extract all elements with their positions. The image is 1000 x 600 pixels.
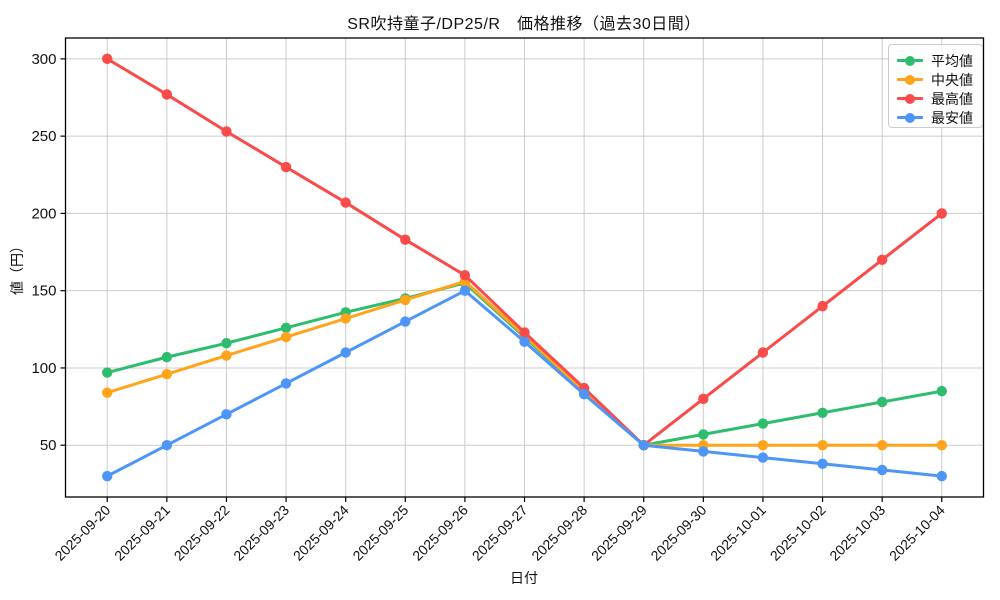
data-point (757, 347, 769, 358)
y-tick-label: 50 (40, 437, 57, 454)
data-point (519, 327, 530, 338)
y-tick-label: 200 (31, 205, 56, 222)
data-point (459, 285, 471, 296)
legend-line-marker-median (897, 74, 923, 85)
data-point (876, 440, 888, 451)
legend-item-min: 最安値 (897, 108, 973, 127)
data-point (757, 418, 769, 429)
legend-item-mean: 平均値 (897, 51, 973, 70)
legend-item-median: 中央値 (897, 70, 973, 89)
data-point (876, 254, 888, 265)
data-point (876, 396, 888, 408)
data-point (638, 440, 649, 451)
x-tick-label: 2025-10-01 (707, 502, 769, 564)
data-point (400, 316, 411, 327)
data-point (280, 378, 292, 389)
data-point (817, 407, 828, 418)
data-point (102, 387, 113, 398)
data-point (161, 351, 173, 363)
data-point (102, 53, 113, 65)
data-point (280, 331, 292, 343)
data-point (400, 234, 411, 245)
x-tick-label: 2025-09-29 (588, 502, 650, 564)
legend-line-marker-mean (897, 55, 923, 66)
x-tick-label: 2025-09-24 (290, 502, 352, 564)
data-point (340, 347, 351, 358)
data-point (161, 89, 173, 100)
x-tick-label: 2025-09-26 (409, 502, 471, 564)
data-point (280, 322, 292, 333)
data-point (876, 464, 888, 476)
data-point (221, 409, 232, 420)
x-tick-label: 2025-09-22 (171, 502, 233, 564)
x-tick-label: 2025-09-28 (528, 502, 590, 564)
x-tick-label: 2025-09-23 (230, 502, 292, 564)
legend-label-mean: 平均値 (931, 52, 973, 69)
data-point (757, 440, 769, 451)
data-point (698, 429, 709, 440)
x-tick-label: 2025-09-27 (469, 502, 531, 564)
x-tick-label: 2025-10-03 (826, 502, 888, 564)
data-point (161, 440, 173, 451)
y-tick-label: 150 (31, 283, 56, 300)
chart-title: SR吹持童子/DP25/R 価格推移（過去30日間） (347, 16, 701, 33)
legend-label-median: 中央値 (931, 71, 973, 88)
data-point (817, 458, 828, 469)
legend-dot-icon (905, 93, 915, 104)
legend-dot-icon (905, 74, 915, 85)
y-tick-label: 250 (31, 128, 56, 145)
legend-label-max: 最高値 (931, 90, 973, 107)
legend-item-max: 最高値 (897, 89, 973, 108)
data-point (936, 208, 947, 219)
legend-line-marker-max (897, 93, 923, 104)
data-point (102, 470, 113, 482)
data-point (936, 385, 947, 397)
x-tick-label: 2025-09-21 (111, 502, 173, 564)
data-point (221, 126, 232, 137)
data-point (161, 368, 173, 380)
x-tick-label: 2025-10-02 (767, 502, 829, 564)
x-tick-label: 2025-09-25 (349, 502, 411, 564)
data-point (519, 336, 530, 347)
data-point (459, 270, 471, 281)
data-point (280, 161, 292, 173)
data-point (698, 393, 709, 405)
data-point (698, 446, 709, 457)
data-point (340, 197, 351, 208)
x-tick-label: 2025-09-20 (51, 502, 113, 564)
data-point (817, 300, 828, 312)
legend-label-min: 最安値 (931, 109, 973, 126)
data-point (936, 470, 947, 482)
x-tick-label: 2025-09-30 (647, 502, 709, 564)
legend-dot-icon (905, 112, 915, 123)
data-point (400, 294, 411, 306)
y-tick-label: 300 (31, 51, 56, 68)
data-point (817, 440, 828, 451)
data-point (757, 452, 769, 463)
data-point (102, 367, 113, 378)
y-tick-label: 100 (31, 360, 56, 377)
legend-dot-icon (905, 55, 915, 66)
x-axis-label: 日付 (510, 570, 538, 586)
data-point (221, 350, 232, 361)
legend-line-marker-min (897, 112, 923, 123)
data-point (936, 440, 947, 451)
x-tick-label: 2025-10-04 (886, 502, 948, 564)
data-point (221, 338, 232, 349)
data-point (340, 313, 351, 324)
data-point (578, 389, 590, 400)
y-axis-label: 値（円） (9, 239, 25, 295)
legend: 平均値 中央値 最高値 最安値 (888, 44, 983, 128)
